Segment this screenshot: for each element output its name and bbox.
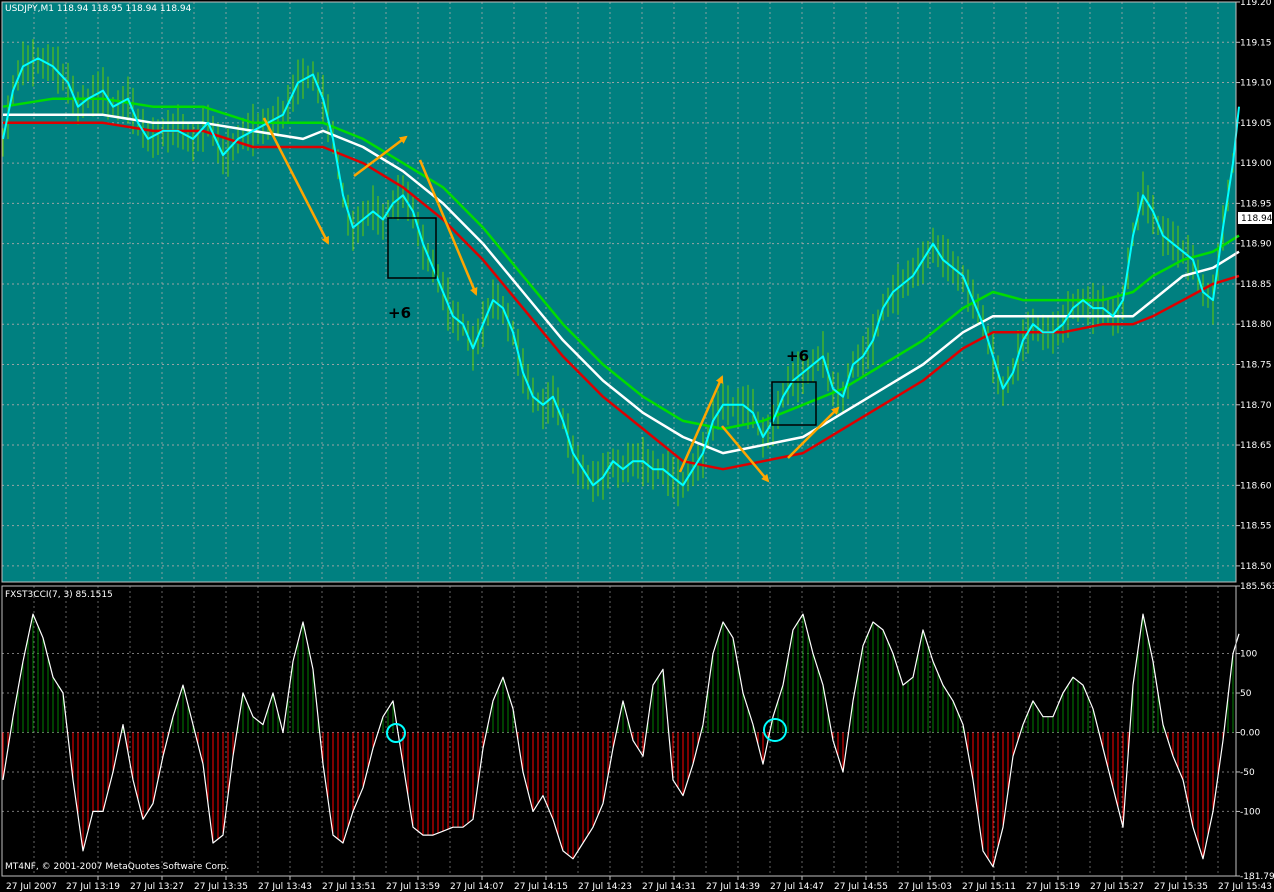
cci-tick-label: -181.791 — [1240, 872, 1274, 882]
time-label: 27 Jul 14:55 — [834, 882, 888, 892]
time-label: 27 Jul 15:35 — [1154, 882, 1208, 892]
time-label: 27 Jul 2007 — [6, 882, 57, 892]
price-tick-label: 118.90 — [1240, 240, 1272, 250]
entry-box-right — [771, 381, 817, 426]
price-tick-label: 118.55 — [1240, 522, 1272, 532]
cci-tick-label: 185.563 — [1240, 582, 1274, 592]
cci-tick-label: 50 — [1240, 689, 1252, 699]
cci-tick-label: -50 — [1240, 768, 1255, 778]
price-tick-label: 119.15 — [1240, 38, 1272, 48]
current-price-label: 118.94 — [1241, 214, 1273, 224]
price-tick-label: 118.85 — [1240, 280, 1272, 290]
cci-circles — [386, 718, 787, 743]
cci-tick-label: 100 — [1240, 650, 1257, 660]
price-tick-label: 118.75 — [1240, 361, 1272, 371]
cci-tick-label: -100 — [1240, 807, 1261, 817]
left-profit-label: +6 — [388, 304, 411, 322]
price-tick-label: 119.20 — [1240, 0, 1272, 8]
indicator-background[interactable] — [2, 586, 1236, 876]
price-chart-background[interactable] — [2, 2, 1236, 582]
ma_lower-line — [3, 121, 1240, 471]
time-label: 27 Jul 15:27 — [1090, 882, 1144, 892]
price-tick-label: 118.80 — [1240, 320, 1272, 330]
time-label: 27 Jul 13:35 — [194, 882, 248, 892]
chart-title: USDJPY,M1 118.94 118.95 118.94 118.94 — [5, 4, 192, 14]
price-tick-label: 118.50 — [1240, 562, 1272, 572]
cci-histogram — [2, 614, 1234, 867]
signal-arrow — [353, 135, 408, 177]
annotations — [262, 117, 840, 483]
indicator-frame — [1, 585, 1237, 877]
price-tick-label: 118.60 — [1240, 481, 1272, 491]
price-axis: 119.20 119.15 119.10 119.05 119.00 118.95 118.… — [1236, 0, 1272, 572]
price-tick-label: 119.10 — [1240, 79, 1272, 89]
time-label: 27 Jul 15:03 — [898, 882, 952, 892]
entry-box-left — [387, 217, 437, 279]
cci-curve — [2, 613, 1240, 868]
price-tick-label: 119.00 — [1240, 159, 1272, 169]
current-price-box — [1238, 212, 1272, 224]
ma_mid-line — [3, 113, 1240, 455]
time-label: 27 Jul 13:27 — [130, 882, 184, 892]
time-label: 27 Jul 14:07 — [450, 882, 504, 892]
time-label: 27 Jul 13:19 — [66, 882, 120, 892]
price-tick-label: 118.70 — [1240, 401, 1272, 411]
time-label: 27 Jul 13:51 — [322, 882, 376, 892]
price-tick-label: 118.65 — [1240, 441, 1272, 451]
time-label: 27 Jul 14:31 — [642, 882, 696, 892]
indicator-title: FXST3CCI(7, 3) 85.1515 — [5, 590, 113, 600]
time-label: 27 Jul 15:11 — [962, 882, 1016, 892]
price-tick-label: 119.05 — [1240, 119, 1272, 129]
price-tick-label: 118.95 — [1240, 199, 1272, 209]
signal-arrow — [418, 159, 478, 296]
price-lines — [2, 57, 1240, 487]
cci-tick-label: 0.00 — [1240, 728, 1260, 738]
current-price-marker: 118.94 — [1238, 212, 1273, 224]
time-label: 27 Jul 14:15 — [514, 882, 568, 892]
time-label: 27 Jul 15:19 — [1026, 882, 1080, 892]
time-label: 27 Jul 14:23 — [578, 882, 632, 892]
time-label: 27 Jul 13:43 — [258, 882, 312, 892]
right-profit-label: +6 — [786, 347, 809, 365]
signal-arrow — [678, 375, 724, 473]
time-label: 27 Jul 14:47 — [770, 882, 824, 892]
time-label: 27 Jul 15:43 — [1218, 882, 1272, 892]
price-chart-frame — [1, 1, 1237, 583]
time-label: 27 Jul 14:39 — [706, 882, 760, 892]
copyright-label: MT4NF, © 2001-2007 MetaQuotes Software C… — [5, 862, 230, 872]
cci-line — [2, 613, 1240, 868]
signal-arrow — [721, 425, 770, 483]
indicator-axis: 185.563 100 50 0.00 -50 -100 -181.791 — [1236, 582, 1274, 882]
signal-arrow — [787, 406, 840, 459]
time-label: 27 Jul 13:59 — [386, 882, 440, 892]
cci-zero-cross-circle-2 — [763, 718, 787, 742]
signal-arrow — [262, 117, 330, 245]
cci-zero-cross-circle-1 — [386, 723, 406, 743]
time-axis: 27 Jul 2007 27 Jul 13:19 27 Jul 13:27 27 Ju… — [6, 876, 1272, 892]
price-line — [2, 57, 1240, 487]
